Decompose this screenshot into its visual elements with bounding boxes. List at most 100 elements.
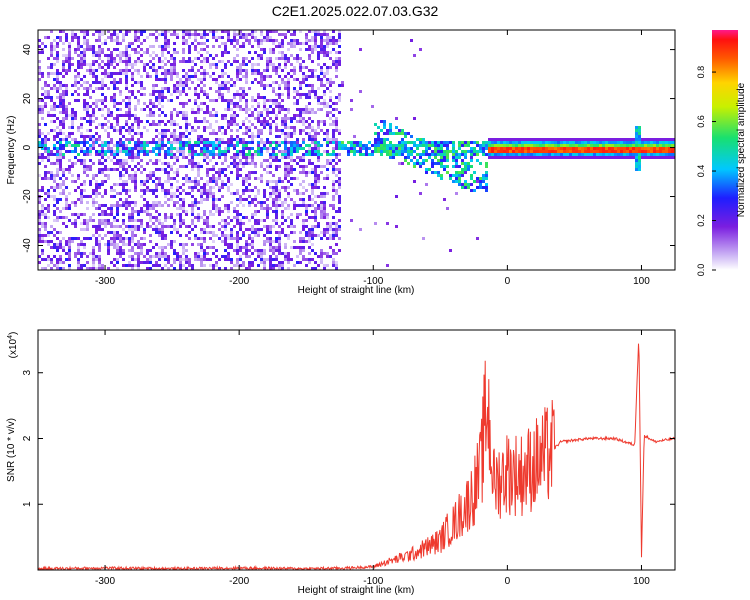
heatmap-cell: [89, 123, 92, 126]
heatmap-cell: [221, 126, 224, 129]
heatmap-cell: [167, 216, 170, 219]
heatmap-cell: [74, 225, 77, 228]
heatmap-cell: [317, 63, 320, 66]
heatmap-cell: [227, 255, 230, 258]
heatmap-cell: [134, 210, 137, 213]
heatmap-cell: [53, 144, 56, 147]
heatmap-cell: [272, 150, 275, 153]
heatmap-cell: [170, 213, 173, 216]
heatmap-cell: [317, 78, 320, 81]
heatmap-cell: [371, 153, 374, 156]
heatmap-cell: [278, 93, 281, 96]
heatmap-cell: [638, 147, 641, 150]
heatmap-cell: [512, 144, 515, 147]
heatmap-cell: [338, 219, 341, 222]
heatmap-cell: [377, 141, 380, 144]
heatmap-cell: [116, 42, 119, 45]
heatmap-cell: [164, 114, 167, 117]
heatmap-cell: [68, 237, 71, 240]
heatmap-cell: [233, 138, 236, 141]
heatmap-cell: [131, 147, 134, 150]
heatmap-cell: [140, 81, 143, 84]
heatmap-cell: [116, 162, 119, 165]
heatmap-cell: [191, 207, 194, 210]
heatmap-cell: [140, 261, 143, 264]
heatmap-cell: [173, 123, 176, 126]
heatmap-cell: [338, 249, 341, 252]
heatmap-cell: [134, 63, 137, 66]
heatmap-cell: [317, 51, 320, 54]
heatmap-cell: [206, 141, 209, 144]
heatmap-cell: [119, 126, 122, 129]
heatmap-cell: [548, 141, 551, 144]
heatmap-cell: [62, 153, 65, 156]
heatmap-cell: [299, 93, 302, 96]
heatmap-cell: [38, 255, 41, 258]
heatmap-cell: [59, 177, 62, 180]
heatmap-cell: [95, 150, 98, 153]
heatmap-cell: [275, 39, 278, 42]
heatmap-cell: [587, 138, 590, 141]
heatmap-cell: [62, 54, 65, 57]
heatmap-cell: [230, 261, 233, 264]
heatmap-cell: [620, 138, 623, 141]
heatmap-cell: [227, 144, 230, 147]
heatmap-cell: [143, 168, 146, 171]
heatmap-cell: [116, 72, 119, 75]
heatmap-cell: [137, 156, 140, 159]
heatmap-cell: [407, 156, 410, 159]
heatmap-cell: [53, 114, 56, 117]
heatmap-cell: [191, 111, 194, 114]
heatmap-cell: [281, 210, 284, 213]
heatmap-cell: [176, 180, 179, 183]
heatmap-cell: [311, 183, 314, 186]
heatmap-cell: [86, 153, 89, 156]
heatmap-cell: [305, 165, 308, 168]
heatmap-cell: [311, 147, 314, 150]
heatmap-cell: [119, 108, 122, 111]
heatmap-cell: [107, 141, 110, 144]
heatmap-cell: [41, 249, 44, 252]
heatmap-cell: [575, 156, 578, 159]
heatmap-cell: [455, 162, 458, 165]
heatmap-cell: [320, 81, 323, 84]
heatmap-cell: [242, 183, 245, 186]
heatmap-cell: [446, 147, 449, 150]
heatmap-cell: [173, 63, 176, 66]
heatmap-cell: [245, 240, 248, 243]
heatmap-cell: [557, 153, 560, 156]
heatmap-cell: [338, 36, 341, 39]
heatmap-cell: [239, 225, 242, 228]
heatmap-cell: [470, 150, 473, 153]
heatmap-cell: [212, 231, 215, 234]
heatmap-cell: [194, 180, 197, 183]
heatmap-cell: [113, 105, 116, 108]
heatmap-cell: [275, 198, 278, 201]
heatmap-cell: [485, 189, 488, 192]
heatmap-cell: [296, 120, 299, 123]
heatmap-cell: [311, 75, 314, 78]
heatmap-cell: [443, 144, 446, 147]
heatmap-cell: [269, 243, 272, 246]
heatmap-cell: [140, 222, 143, 225]
heatmap-cell: [419, 153, 422, 156]
heatmap-cell: [317, 222, 320, 225]
heatmap-cell: [389, 129, 392, 132]
heatmap-cell: [425, 144, 428, 147]
heatmap-cell: [146, 105, 149, 108]
heatmap-cell: [260, 138, 263, 141]
heatmap-cell: [194, 255, 197, 258]
heatmap-cell: [518, 156, 521, 159]
heatmap-cell: [308, 30, 311, 33]
heatmap-cell: [365, 150, 368, 153]
heatmap-cell: [74, 204, 77, 207]
heatmap-cell: [308, 45, 311, 48]
heatmap-cell: [272, 39, 275, 42]
heatmap-cell: [272, 186, 275, 189]
heatmap-cell: [353, 144, 356, 147]
heatmap-cell: [413, 180, 416, 183]
heatmap-cell: [95, 240, 98, 243]
heatmap-cell: [125, 102, 128, 105]
heatmap-cell: [59, 30, 62, 33]
heatmap-cell: [665, 156, 668, 159]
